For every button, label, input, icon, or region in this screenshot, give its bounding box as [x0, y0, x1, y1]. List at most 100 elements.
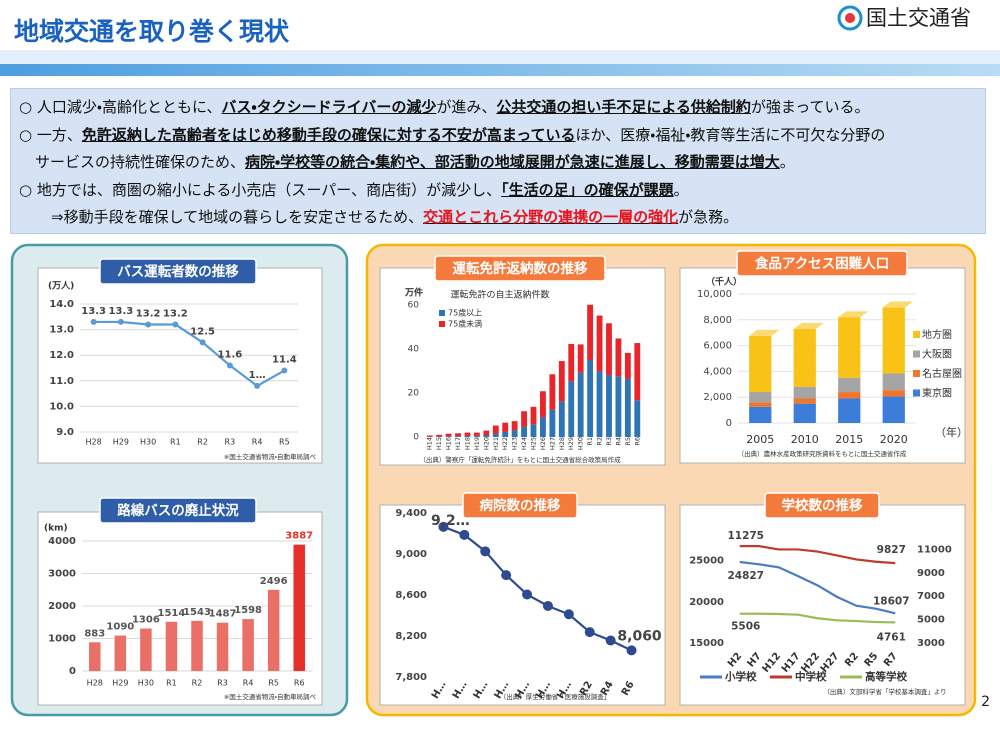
bar-segment — [838, 398, 861, 423]
y-tick-label: 20000 — [689, 597, 724, 608]
x-tick-label: H14 — [426, 437, 434, 450]
y-tick-label: 15000 — [689, 638, 724, 649]
axis-label: (万人) — [48, 281, 74, 292]
bar-segment — [483, 435, 490, 437]
x-tick-label: R1 — [166, 679, 177, 688]
bar-segment — [577, 344, 584, 373]
bar-segment — [577, 372, 584, 437]
bar-segment — [483, 430, 490, 436]
bar-segment — [511, 421, 518, 431]
bar-segment — [445, 433, 452, 437]
bullet-line: ○ 人口減少・高齢化とともに、バス・タクシードライバーの減少が進み、公共交通の担… — [19, 94, 985, 122]
point — [563, 609, 574, 620]
legend-swatch — [913, 350, 920, 358]
bar — [293, 544, 305, 671]
axis-label: 万件 — [404, 287, 423, 299]
legend-label: 小学校 — [724, 670, 757, 683]
bar-segment — [793, 328, 816, 387]
source: （出典）農林水産政策研究所資料をもとに国土交通省作成 — [738, 449, 907, 458]
bar-segment — [502, 422, 509, 432]
point — [501, 570, 512, 581]
bar-segment — [502, 431, 509, 437]
bar-segment — [615, 376, 622, 437]
legend-label: 中学校 — [795, 670, 827, 683]
data-label: 883 — [84, 628, 105, 639]
y-tick-label: 7000 — [917, 591, 945, 602]
y-tick-label: 6,000 — [703, 341, 732, 352]
legend-swatch — [439, 321, 445, 327]
point — [172, 321, 179, 328]
data-label: 1514 — [158, 608, 186, 619]
data-label: 1543 — [183, 607, 211, 618]
x-tick-label: H30 — [138, 679, 154, 688]
bar-segment — [634, 400, 641, 437]
x-tick-label: R6 — [294, 679, 305, 688]
emphasis: 「生活の足」の確保が課題 — [501, 180, 674, 199]
y-tick-label: 8,600 — [395, 590, 427, 601]
line — [739, 612, 896, 624]
data-label: 13.3 — [81, 306, 106, 317]
y-tick-label: 0 — [69, 666, 76, 677]
bar — [242, 619, 254, 671]
chart-title-badge — [99, 258, 257, 285]
x-tick-label: H18 — [463, 437, 471, 450]
bar — [89, 642, 101, 671]
y-tick-label: 9,400 — [395, 508, 427, 519]
x-tick-label: R5 — [624, 437, 632, 446]
bar-segment — [568, 381, 575, 437]
bar-segment — [436, 434, 443, 437]
line — [739, 545, 896, 565]
y-tick-label: 4,000 — [703, 366, 732, 377]
bar-segment — [455, 436, 461, 437]
bar-segment — [882, 396, 905, 423]
chart-box — [37, 267, 323, 464]
line — [443, 525, 633, 652]
x-tick-label: R3 — [225, 438, 236, 447]
y-tick-label: 9.0 — [56, 427, 74, 438]
text: が進み、 — [436, 98, 497, 116]
x-tick-label: R3 — [605, 437, 613, 446]
data-label: 8,060 — [617, 628, 662, 644]
data-label: 1487 — [209, 609, 237, 620]
bar-segment — [587, 360, 594, 437]
text: ○ 地方では、商圏の縮小による小売店（スーパー、商店街）が減少し、 — [19, 180, 502, 199]
x-tick-label: R5 — [279, 438, 290, 447]
line — [739, 560, 896, 615]
x-tick-label: R1 — [586, 437, 594, 446]
text: サービスの持続性確保のため、 — [35, 153, 246, 171]
y-tick-label: 3000 — [48, 569, 76, 580]
text: ほか、医療・福祉・教育等生活に不可欠な分野の — [575, 125, 886, 144]
x-tick-label: 2005 — [746, 433, 774, 446]
bar-segment — [838, 377, 861, 393]
data-label: 12.5 — [190, 326, 215, 337]
bar-segment — [793, 403, 816, 423]
text: 。 — [779, 153, 795, 171]
data-label: 9827 — [877, 544, 906, 556]
x-tick-label: H28 — [87, 679, 103, 688]
x-tick-label: H25 — [530, 437, 538, 450]
point — [254, 382, 261, 389]
data-label: 1598 — [234, 605, 262, 616]
bar-segment — [882, 373, 905, 391]
axis-label: (km) — [44, 524, 68, 534]
text: ⇒移動手段を確保して地域の暮らしを安定させるため、 — [51, 208, 424, 226]
x-tick-label: H23 — [511, 437, 519, 450]
point — [226, 362, 233, 369]
bar-segment — [568, 343, 575, 382]
y-tick-label: 9,000 — [395, 549, 427, 560]
x-tick-label: H28 — [558, 437, 566, 450]
bar-segment — [624, 352, 631, 379]
bar-segment — [793, 398, 816, 404]
legend-label: 75歳未満 — [448, 319, 482, 329]
point — [438, 521, 449, 532]
source: （出典）文部科学省「学校基本調査」より — [823, 687, 946, 696]
y-tick-label: 7,800 — [395, 672, 427, 683]
slide-title: 地域交通を取り巻く現状 — [14, 17, 290, 46]
bar-segment — [624, 378, 631, 437]
data-label: 5506 — [731, 621, 760, 633]
x-tick-label: 2010 — [791, 433, 819, 446]
bar-segment — [634, 343, 641, 401]
chart-box — [679, 504, 966, 706]
bar — [114, 635, 127, 671]
